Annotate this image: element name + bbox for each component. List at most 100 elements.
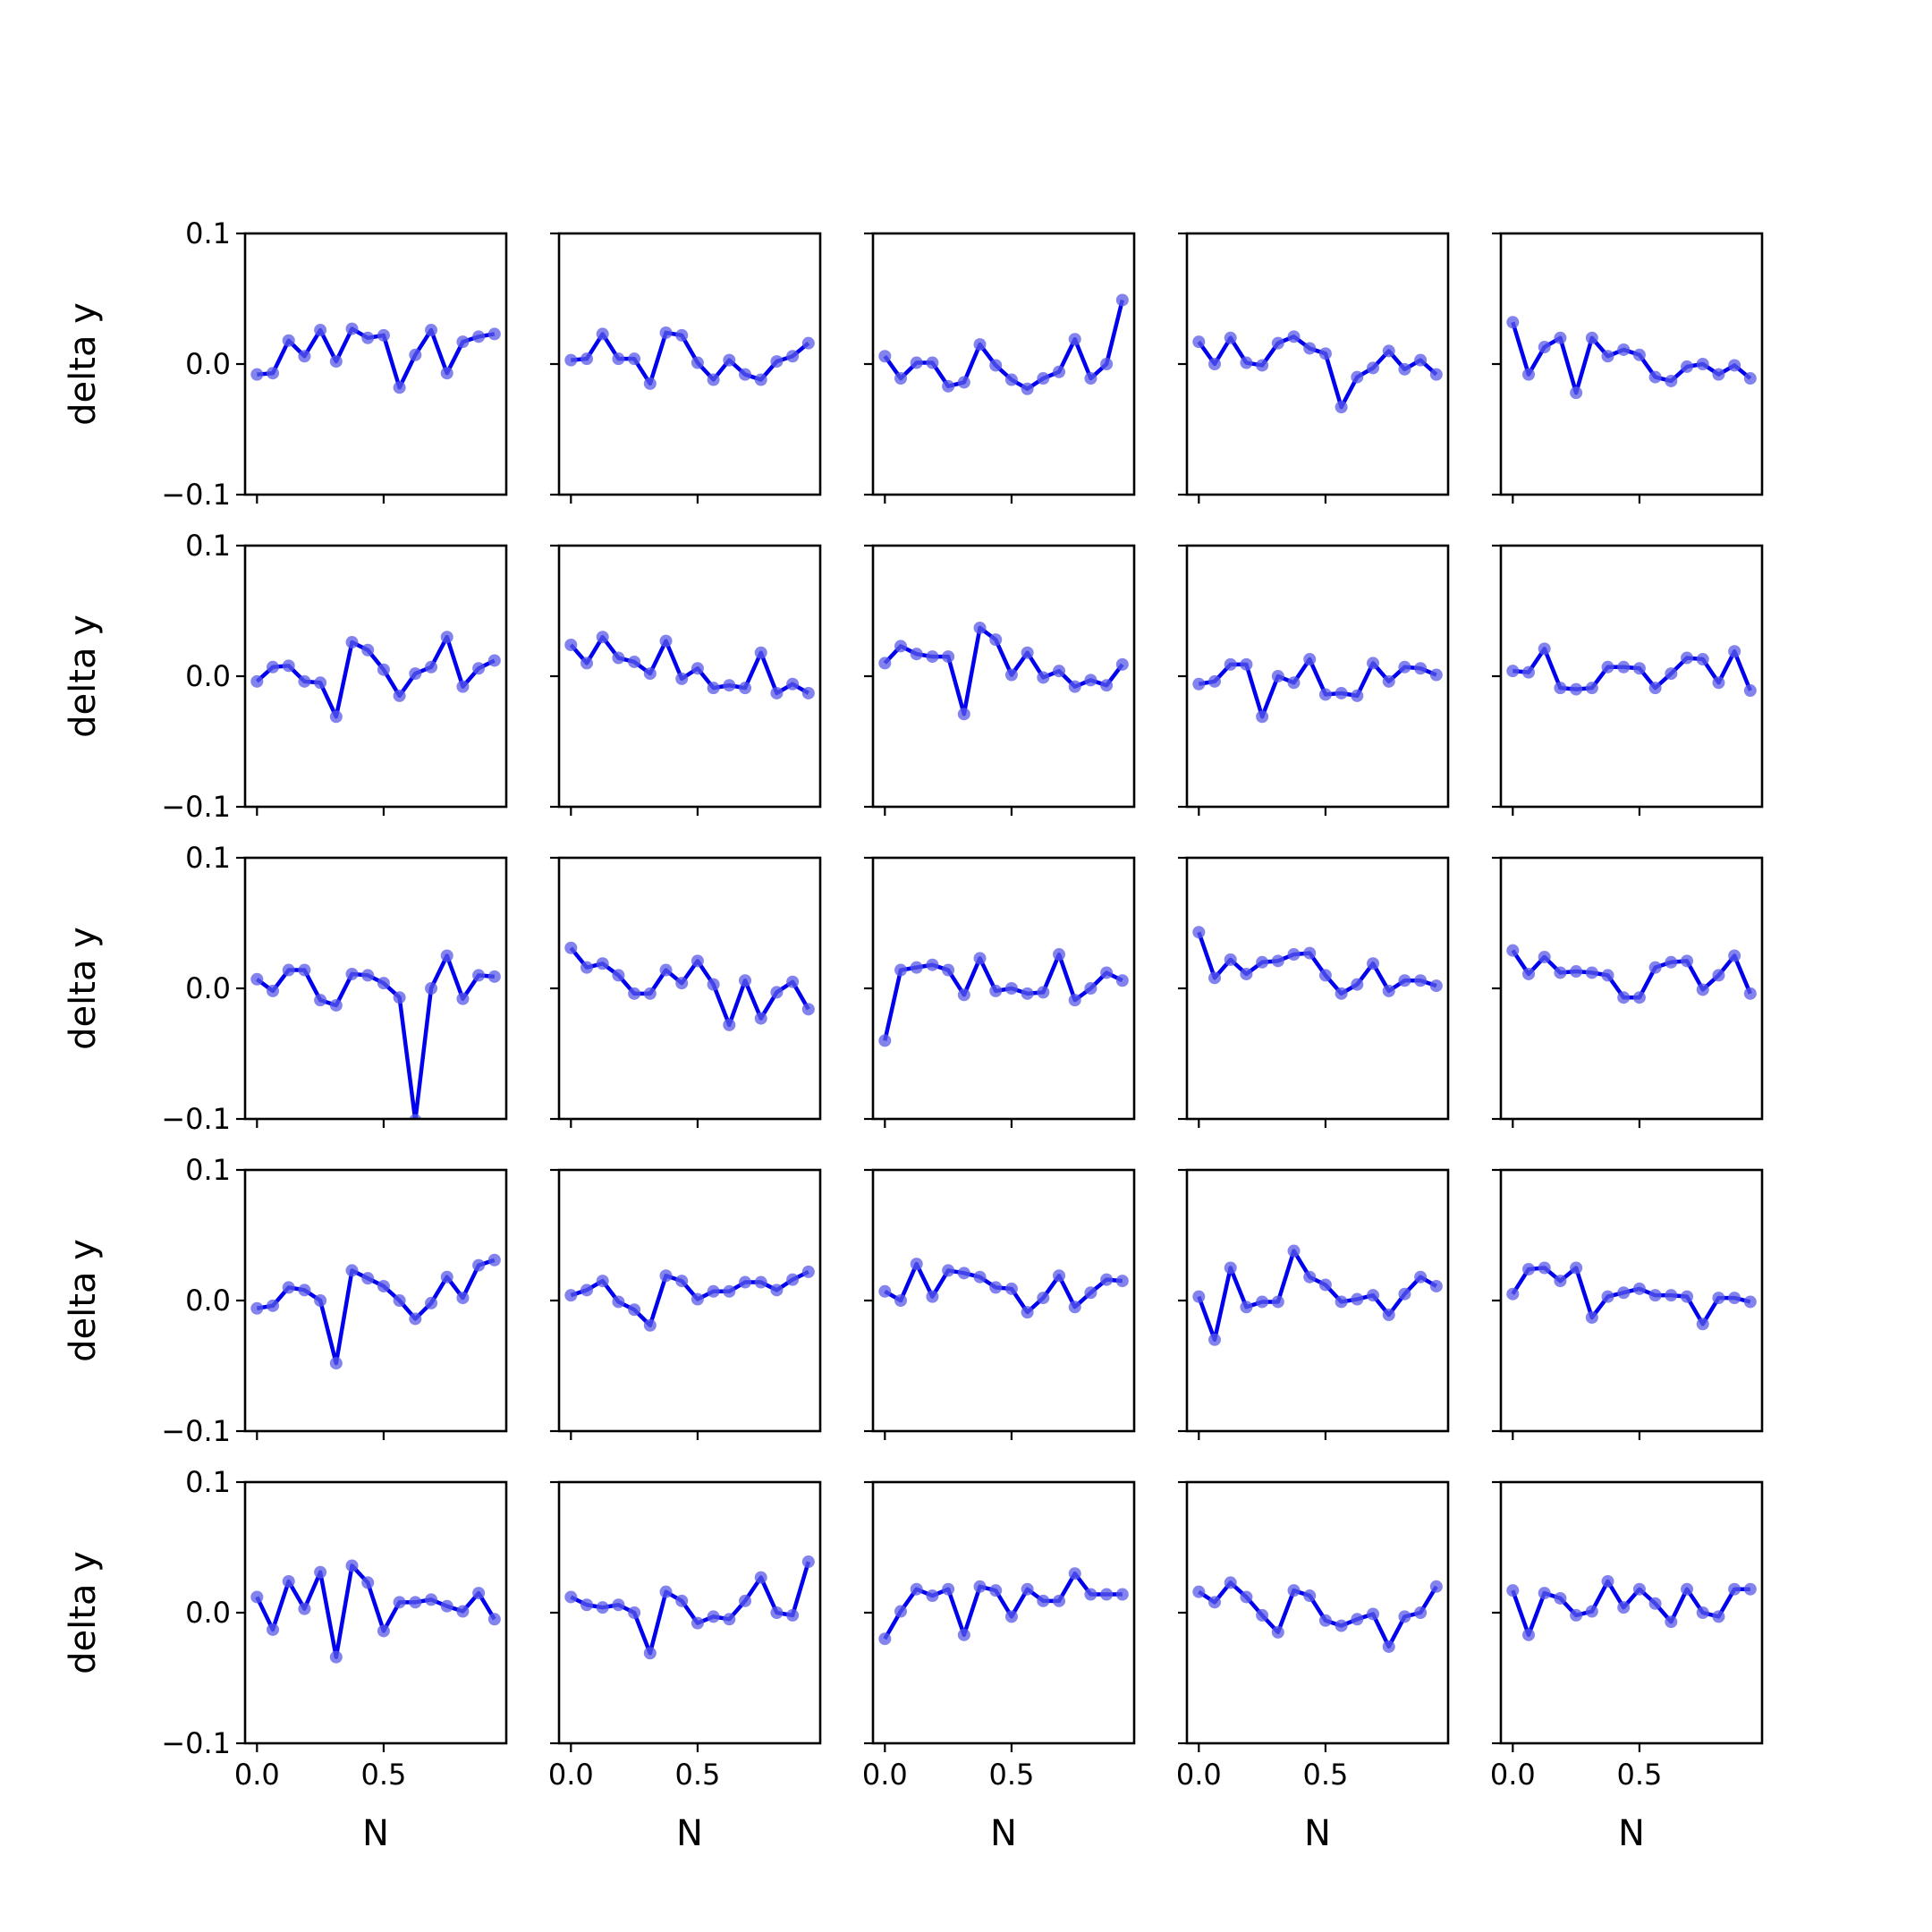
data-point [564, 353, 578, 367]
data-point [989, 633, 1003, 647]
subplot-r5-c2: 0.0 0.5 N [548, 1480, 822, 1854]
data-point [1382, 674, 1395, 688]
data-point [1256, 710, 1269, 724]
data-point [440, 367, 453, 380]
data-point [1068, 680, 1081, 693]
data-point [487, 1613, 501, 1626]
data-point [1084, 1588, 1097, 1601]
y-tick-label: 0.1 [185, 1465, 231, 1499]
data-point [409, 1114, 422, 1119]
data-point [1053, 365, 1066, 378]
data-point [739, 1275, 752, 1289]
data-point [801, 336, 815, 350]
series-line [255, 1563, 496, 1659]
data-point [377, 328, 390, 342]
data-point [739, 368, 752, 381]
data-point [707, 1284, 720, 1298]
data-point [989, 1281, 1003, 1294]
subplot-r4-c5 [1492, 1168, 1764, 1440]
data-point [250, 674, 264, 688]
data-point [1601, 350, 1614, 363]
data-point [282, 963, 295, 977]
data-point [1585, 1310, 1598, 1324]
data-point [1240, 657, 1253, 671]
data-point [1570, 1608, 1583, 1622]
data-point [1743, 1582, 1757, 1596]
data-point [770, 355, 784, 369]
data-point [1506, 316, 1520, 329]
data-point [329, 355, 343, 369]
data-point [1681, 651, 1694, 665]
data-point [1414, 353, 1428, 367]
data-point [377, 1624, 390, 1638]
subplot-r1-c5 [1492, 232, 1764, 504]
data-point [472, 1258, 486, 1272]
data-point [973, 952, 987, 965]
data-point [1601, 660, 1614, 674]
series [1506, 944, 1757, 1004]
x-axis-label: N [990, 1813, 1017, 1854]
data-point [910, 648, 923, 661]
data-point [1743, 987, 1757, 1000]
data-point [643, 987, 657, 1000]
data-point [580, 352, 594, 366]
data-point [1522, 967, 1536, 980]
data-point [1224, 1261, 1237, 1275]
data-point [1648, 961, 1662, 974]
data-point [1192, 335, 1206, 349]
data-point [786, 1608, 800, 1622]
series-line [1511, 949, 1752, 1000]
series-line [1197, 931, 1437, 996]
data-point [612, 1598, 625, 1612]
data-point [1414, 1270, 1428, 1284]
data-point [267, 660, 280, 674]
series-line [1198, 657, 1437, 719]
data-point [456, 680, 470, 693]
data-point [1271, 670, 1284, 682]
data-point [1100, 358, 1114, 370]
data-point [691, 356, 704, 369]
data-point [1648, 370, 1662, 384]
series [250, 322, 501, 394]
data-point [487, 327, 501, 341]
x-tick-label: 0.0 [548, 1758, 594, 1792]
data-point [1554, 1591, 1567, 1605]
data-point [1037, 671, 1050, 684]
data-point [659, 326, 673, 339]
data-point [1208, 971, 1222, 985]
data-point [487, 1253, 501, 1267]
data-point [1021, 1306, 1034, 1319]
series-line [569, 946, 810, 1028]
data-point [580, 657, 594, 670]
data-point [1617, 343, 1631, 356]
data-point [1506, 665, 1520, 678]
data-point [1115, 1588, 1129, 1601]
data-point [1665, 374, 1678, 387]
data-point [1335, 1295, 1348, 1309]
data-point [250, 1301, 264, 1315]
data-point [1632, 991, 1646, 1004]
data-point [1367, 657, 1380, 670]
data-point [1538, 642, 1551, 656]
data-point [1554, 331, 1567, 344]
data-point [1382, 984, 1395, 997]
data-point [377, 977, 390, 990]
data-point [1100, 679, 1114, 692]
y-axis-label: delta y [63, 1551, 104, 1674]
data-point [1696, 358, 1709, 370]
data-point [878, 1034, 892, 1047]
data-point [894, 640, 908, 653]
data-point [596, 1275, 609, 1288]
data-point [1696, 1606, 1709, 1619]
series [1192, 653, 1443, 724]
data-point [1601, 1290, 1614, 1303]
data-point [770, 986, 784, 999]
data-point [1021, 382, 1034, 395]
data-point [393, 1294, 406, 1307]
data-point [1351, 1613, 1364, 1626]
series-line [257, 326, 496, 390]
data-point [1632, 348, 1646, 361]
data-point [329, 1357, 343, 1370]
series-line [255, 634, 496, 719]
